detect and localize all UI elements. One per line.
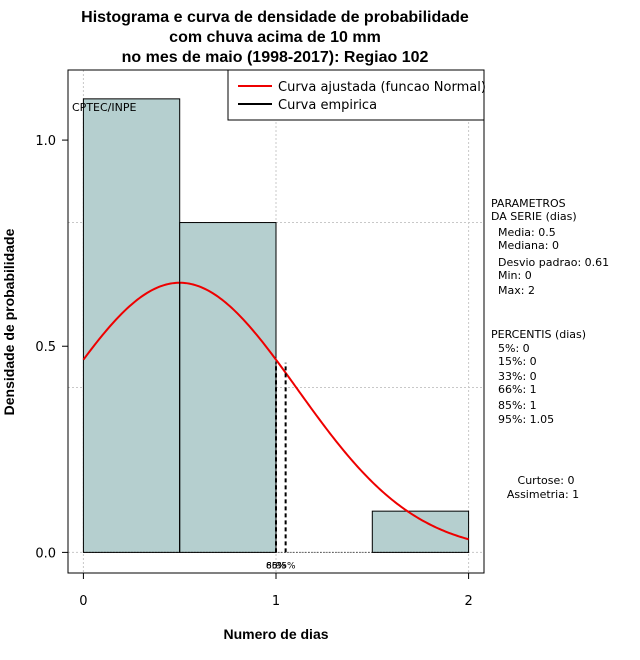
- percentile-15: 15%: 0: [498, 355, 537, 368]
- x-tick-label-1: 1: [272, 594, 280, 609]
- parameters-header-2: DA SERIE (dias): [491, 210, 577, 223]
- histogram-bar-1: [179, 222, 277, 553]
- percentile-95: 95%: 1.05: [498, 413, 554, 426]
- y-tick-label-0: 0.0: [35, 546, 56, 561]
- x-tick-label-2: 2: [464, 594, 472, 609]
- parameter-max: Max: 2: [498, 284, 535, 297]
- percentile-66: 66%: 1: [498, 383, 537, 396]
- shape-panel: Curtose: 0 Assimetria: 1: [507, 474, 579, 501]
- axes-layer: 0 1 2 0.0 0.5 1.0: [35, 134, 472, 609]
- chart-title-line-2: com chuva acima de 10 mm: [169, 29, 381, 46]
- percentile-5: 5%: 0: [498, 342, 530, 355]
- normal-fit-curve: [82, 281, 469, 541]
- percentiles-header: PERCENTIS (dias): [491, 328, 586, 341]
- normal-fit-curve-layer: [82, 281, 469, 541]
- chart-title-line-1: Histograma e curva de densidade de proba…: [81, 9, 469, 26]
- reference-lines: 66%85%95%: [179, 281, 296, 571]
- y-tick-label-2: 1.0: [35, 134, 56, 149]
- legend-label-normal: Curva ajustada (funcao Normal): [278, 80, 486, 95]
- x-axis-title: Numero de dias: [223, 626, 328, 642]
- histogram-bars: [82, 98, 470, 553]
- percentile-33: 33%: 0: [498, 370, 537, 383]
- percentile-line-label-2: 95%: [276, 561, 296, 571]
- credit-label: CPTEC/INPE: [72, 101, 136, 114]
- percentiles-panel: PERCENTIS (dias) 5%: 0 15%: 0 33%: 0 66%…: [491, 328, 586, 426]
- y-tick-label-1: 0.5: [35, 340, 56, 355]
- parameter-min: Min: 0: [498, 269, 532, 282]
- histogram-bar-3: [371, 510, 470, 553]
- y-axis-title: Densidade de probabilidade: [1, 228, 17, 415]
- legend: Curva ajustada (funcao Normal) Curva emp…: [227, 69, 486, 121]
- percentile-line-label-1: 85%: [266, 561, 286, 571]
- percentile-85: 85%: 1: [498, 399, 537, 412]
- parameter-mediana: Mediana: 0: [498, 239, 559, 252]
- legend-box: [227, 69, 485, 121]
- chart-title-line-3: no mes de maio (1998-2017): Regiao 102: [122, 49, 429, 66]
- histogram-bar-0: [82, 98, 181, 553]
- kurtosis-label: Curtose: 0: [518, 474, 575, 487]
- skewness-label: Assimetria: 1: [507, 488, 579, 501]
- parameters-panel: PARAMETROS DA SERIE (dias) Media: 0.5 Me…: [491, 197, 609, 297]
- percentile-line-label-0: 66%: [266, 561, 286, 571]
- parameter-desvio: Desvio padrao: 0.61: [498, 256, 609, 269]
- legend-label-empirical: Curva empirica: [278, 98, 377, 113]
- parameter-media: Media: 0.5: [498, 226, 556, 239]
- x-tick-label-0: 0: [79, 594, 87, 609]
- parameters-header-1: PARAMETROS: [491, 197, 566, 210]
